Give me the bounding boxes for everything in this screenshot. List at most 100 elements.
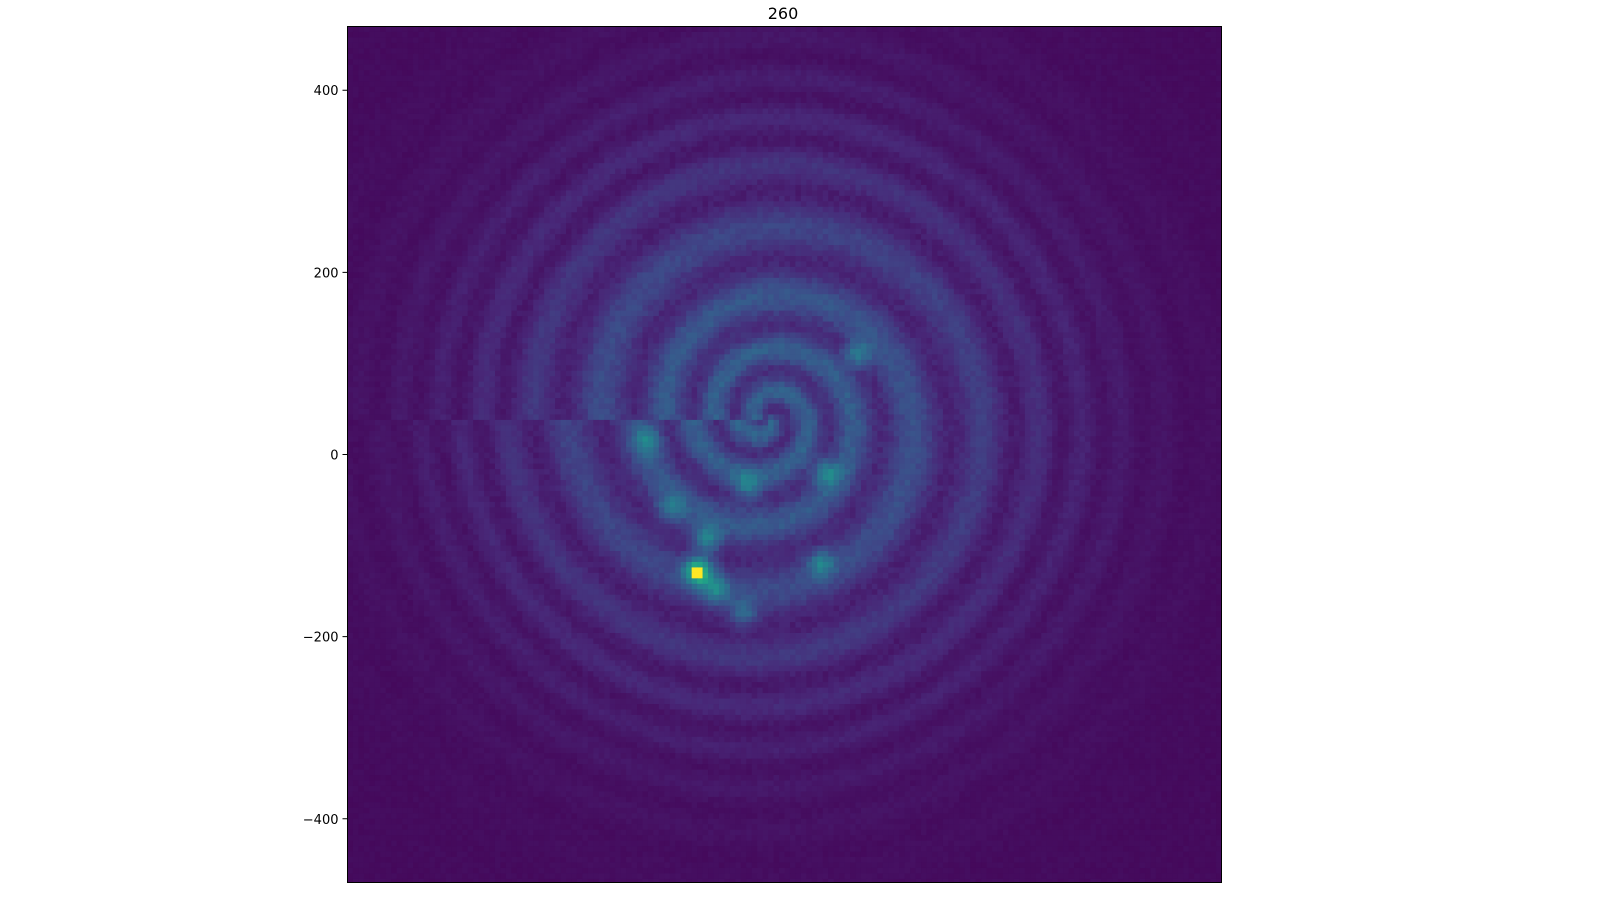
heatmap-cell [369,196,375,202]
heatmap-cell [877,125,883,131]
heatmap-cell [1014,169,1020,175]
heatmap-cell [626,136,632,142]
heatmap-cell [408,37,414,43]
heatmap-cell [402,108,408,114]
heatmap-cell [1058,70,1064,76]
heatmap-cell [916,37,922,43]
heatmap-cell [604,179,610,185]
heatmap-cell [1003,27,1009,33]
heatmap-cell [948,65,954,71]
heatmap-cell [419,103,425,109]
heatmap-cell [921,114,927,120]
heatmap-cell [621,179,627,185]
heatmap-cell [965,158,971,164]
heatmap-cell [839,114,845,120]
heatmap-cell [468,108,474,114]
heatmap-cell [779,43,785,49]
heatmap-cell [391,54,397,60]
heatmap-cell [845,76,851,82]
heatmap-cell [632,103,638,109]
heatmap-cell [850,76,856,82]
heatmap-cell [1167,163,1173,169]
heatmap-cell [801,169,807,175]
heatmap-cell [697,98,703,104]
heatmap-cell [402,92,408,98]
heatmap-cell [1008,179,1014,185]
heatmap-cell [741,43,747,49]
heatmap-cell [1074,130,1080,136]
heatmap-cell [419,130,425,136]
heatmap-cell [648,98,654,104]
heatmap-cell [490,190,496,196]
heatmap-cell [353,185,359,191]
heatmap-cell [599,125,605,131]
heatmap-cell [626,54,632,60]
heatmap-cell [774,130,780,136]
heatmap-cell [457,54,463,60]
heatmap-cell [615,108,621,114]
heatmap-cell [834,136,840,142]
heatmap-cell [626,70,632,76]
heatmap-cell [528,114,534,120]
heatmap-cell [697,92,703,98]
heatmap-cell [703,108,709,114]
heatmap-cell [468,54,474,60]
heatmap-cell [1183,185,1189,191]
heatmap-cell [348,141,354,147]
heatmap-cell [675,136,681,142]
heatmap-cell [1161,130,1167,136]
heatmap-cell [1200,76,1206,82]
heatmap-cell [1140,81,1146,87]
heatmap-cell [413,76,419,82]
heatmap-cell [1079,32,1085,38]
heatmap-cell [828,87,834,93]
heatmap-cell [768,147,774,153]
heatmap-cell [866,169,872,175]
heatmap-cell [561,125,567,131]
heatmap-cell [435,43,441,49]
heatmap-cell [386,141,392,147]
heatmap-cell [713,125,719,131]
heatmap-cell [872,125,878,131]
heatmap-cell [905,81,911,87]
heatmap-cell [566,114,572,120]
heatmap-cell [1008,190,1014,196]
heatmap-cell [1178,70,1184,76]
heatmap-cell [506,152,512,158]
heatmap-cell [522,43,528,49]
heatmap-cell [899,190,905,196]
heatmap-cell [713,76,719,82]
heatmap-cell [692,125,698,131]
heatmap-cell [517,27,523,33]
heatmap-cell [429,119,435,125]
heatmap-cell [927,37,933,43]
heatmap-cell [861,59,867,65]
heatmap-cell [1019,92,1025,98]
heatmap-cell [511,185,517,191]
heatmap-cell [397,103,403,109]
heatmap-cell [1079,119,1085,125]
heatmap-cell [375,108,381,114]
heatmap-cell [970,27,976,33]
heatmap-cell [1178,136,1184,142]
heatmap-cell [664,59,670,65]
heatmap-cell [653,43,659,49]
heatmap-cell [528,37,534,43]
heatmap-cell [358,190,364,196]
heatmap-cell [1194,81,1200,87]
heatmap-cell [637,174,643,180]
heatmap-cell [894,125,900,131]
heatmap-cell [490,169,496,175]
heatmap-cell [637,81,643,87]
heatmap-cell [544,196,550,202]
heatmap-cell [823,158,829,164]
heatmap-cell [768,37,774,43]
heatmap-cell [621,59,627,65]
heatmap-cell [861,141,867,147]
heatmap-cell [408,27,414,33]
heatmap-cell [866,103,872,109]
heatmap-cell [440,87,446,93]
heatmap-cell [566,103,572,109]
heatmap-cell [888,190,894,196]
heatmap-cell [768,81,774,87]
